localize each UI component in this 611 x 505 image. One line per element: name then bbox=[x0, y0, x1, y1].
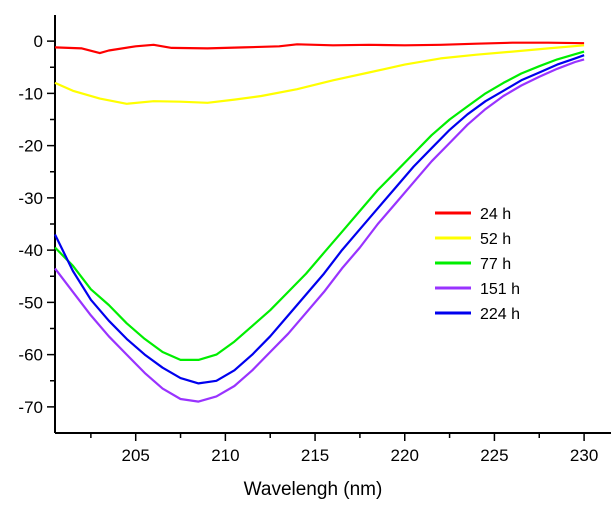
series-line-224-h bbox=[54, 54, 585, 385]
legend-label: 24 h bbox=[480, 206, 511, 223]
legend-label: 77 h bbox=[480, 256, 511, 273]
y-tick-label: 0 bbox=[34, 32, 43, 51]
x-tick-label: 215 bbox=[301, 446, 329, 465]
x-tick-label: 230 bbox=[570, 446, 598, 465]
x-tick-label: 225 bbox=[480, 446, 508, 465]
legend-label: 151 h bbox=[480, 281, 520, 298]
series-line-24-h bbox=[54, 41, 585, 55]
plot-area: 205 210 215 220 225 230 0 -10 -20 -30 -40 -50 -60 -7… bbox=[18, 15, 611, 465]
series-line-77-h bbox=[54, 50, 585, 361]
y-axis-ticks: 0 -10 -20 -30 -40 -50 -60 -70 bbox=[18, 32, 55, 417]
x-tick-label: 210 bbox=[211, 446, 239, 465]
x-tick-label: 220 bbox=[391, 446, 419, 465]
series-lines bbox=[54, 41, 585, 403]
y-tick-label: -40 bbox=[18, 241, 43, 260]
legend-label: 224 h bbox=[480, 306, 520, 323]
legend-label: 52 h bbox=[480, 231, 511, 248]
x-axis-ticks: 205 210 215 220 225 230 bbox=[90, 433, 598, 465]
y-tick-label: -50 bbox=[18, 293, 43, 312]
x-axis-title: Wavelengh (nm) bbox=[244, 479, 383, 500]
y-tick-label: -20 bbox=[18, 137, 43, 156]
series-line-151-h bbox=[54, 58, 585, 403]
y-tick-label: -70 bbox=[18, 398, 43, 417]
series-line-52-h bbox=[54, 44, 585, 105]
y-tick-label: -10 bbox=[18, 84, 43, 103]
y-tick-label: -30 bbox=[18, 189, 43, 208]
legend: 24 h 52 h 77 h 151 h 224 h bbox=[435, 206, 520, 323]
x-tick-label: 205 bbox=[122, 446, 150, 465]
y-tick-label: -60 bbox=[18, 346, 43, 365]
